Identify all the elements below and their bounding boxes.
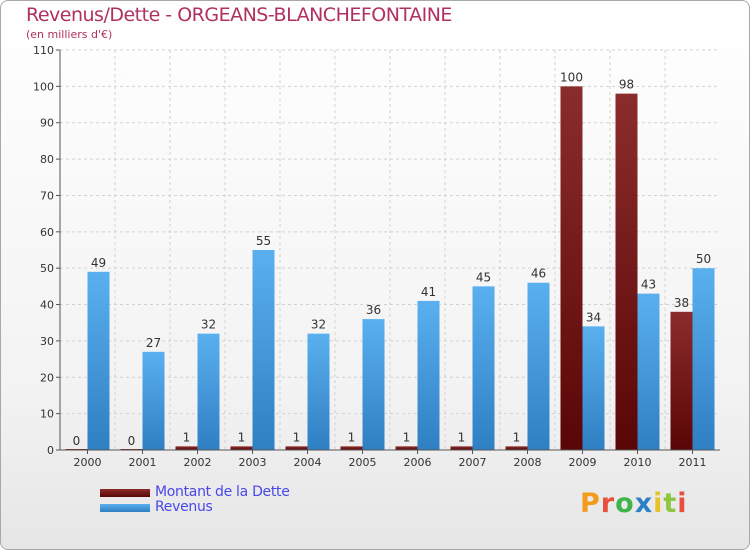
revenus-bar — [637, 293, 660, 450]
x-tick-label: 2000 — [74, 456, 102, 469]
debt-bar-label: 38 — [674, 296, 689, 310]
x-tick-label: 2003 — [239, 456, 267, 469]
debt-bar-label: 1 — [183, 430, 191, 444]
revenus-bar — [472, 286, 495, 450]
revenus-bar-label: 46 — [531, 267, 546, 281]
x-tick-label: 2008 — [514, 456, 542, 469]
grid-layer — [60, 49, 720, 450]
logo-letter: o — [615, 488, 635, 519]
revenus-bar-label: 45 — [476, 270, 491, 284]
y-tick-label: 40 — [40, 299, 54, 312]
debt-bar-label: 1 — [513, 430, 521, 444]
chart-title: Revenus/Dette - ORGEANS-BLANCHEFONTAINE — [26, 4, 452, 26]
x-tick-label: 2010 — [624, 456, 652, 469]
y-tick-label: 10 — [40, 408, 54, 421]
logo-letter: x — [634, 488, 654, 519]
y-tick-label: 60 — [40, 226, 54, 239]
debt-bar — [285, 446, 308, 450]
x-tick-label: 2011 — [679, 456, 707, 469]
debt-bar-label: 1 — [403, 430, 411, 444]
revenus-bar-label: 36 — [366, 303, 381, 317]
x-tick-label: 2009 — [569, 456, 597, 469]
legend-swatch-revenus — [100, 504, 150, 512]
revenus-bar-label: 55 — [256, 234, 271, 248]
revenus-bar-label: 49 — [91, 256, 106, 270]
revenus-bar — [307, 333, 330, 450]
y-tick-label: 100 — [33, 80, 54, 93]
revenus-bar-label: 34 — [586, 310, 601, 324]
debt-bar — [230, 446, 253, 450]
debt-bar — [505, 446, 528, 450]
logo-letter: i — [653, 488, 664, 519]
x-tick-label: 2006 — [404, 456, 432, 469]
revenus-bar — [582, 326, 605, 450]
debt-bar-label: 1 — [458, 430, 466, 444]
x-tick-label: 2007 — [459, 456, 487, 469]
revenus-bar-label: 43 — [641, 278, 656, 292]
x-tick-label: 2001 — [129, 456, 157, 469]
y-tick-label: 70 — [40, 189, 54, 202]
y-tick-label: 0 — [47, 444, 54, 457]
legend-label-revenus: Revenus — [155, 499, 213, 515]
debt-bar — [560, 86, 583, 450]
x-tick-label: 2004 — [294, 456, 322, 469]
debt-bar — [670, 311, 693, 450]
x-tick-label: 2005 — [349, 456, 377, 469]
revenus-bar — [692, 268, 715, 450]
revenus-bar-label: 32 — [201, 318, 216, 332]
legend-label-debt: Montant de la Dette — [155, 484, 290, 500]
chart-subtitle: (en milliers d'€) — [26, 28, 113, 41]
y-tick-label: 90 — [40, 117, 54, 130]
revenus-bar-label: 32 — [311, 318, 326, 332]
debt-bar — [395, 446, 418, 450]
x-tick-label: 2002 — [184, 456, 212, 469]
debt-bar-label: 1 — [348, 430, 356, 444]
y-tick-label: 20 — [40, 371, 54, 384]
logo-letter: t — [663, 488, 678, 519]
revenus-bar — [87, 271, 110, 450]
revenus-bar-label: 27 — [146, 336, 161, 350]
debt-bar — [450, 446, 473, 450]
debt-bar — [615, 93, 638, 451]
revenus-bar — [362, 319, 385, 450]
debt-bar-label: 1 — [238, 430, 246, 444]
debt-bar-label: 1 — [293, 430, 301, 444]
label-layer: 0 49 0 27 1 32 1 55 1 32 1 36 1 41 1 45 1 46 100 34 98 43 38 50 — [73, 70, 711, 448]
debt-bar-label: 0 — [128, 434, 136, 448]
revenus-bar — [142, 351, 165, 450]
proxiti-logo: Proxiti — [580, 488, 688, 519]
y-tick-label: 50 — [40, 262, 54, 275]
debt-bar — [175, 446, 198, 450]
y-tick-label: 80 — [40, 153, 54, 166]
logo-letter: r — [600, 488, 616, 519]
revenus-bar — [417, 300, 440, 450]
debt-bar-label: 100 — [560, 70, 583, 84]
logo-letter: i — [677, 488, 688, 519]
debt-bar — [340, 446, 363, 450]
revenus-bar-label: 41 — [421, 285, 436, 299]
revenus-bar — [197, 333, 220, 450]
debt-bar-label: 0 — [73, 434, 81, 448]
y-tick-label: 110 — [33, 44, 54, 57]
legend-swatch-debt — [100, 489, 150, 497]
logo-letter: P — [580, 488, 601, 519]
revenus-bar — [527, 282, 550, 450]
revenus-bar — [252, 250, 275, 450]
y-tick-label: 30 — [40, 335, 54, 348]
revenus-bar-label: 50 — [696, 252, 711, 266]
debt-bar-label: 98 — [619, 78, 634, 92]
bar-layer — [65, 86, 715, 451]
